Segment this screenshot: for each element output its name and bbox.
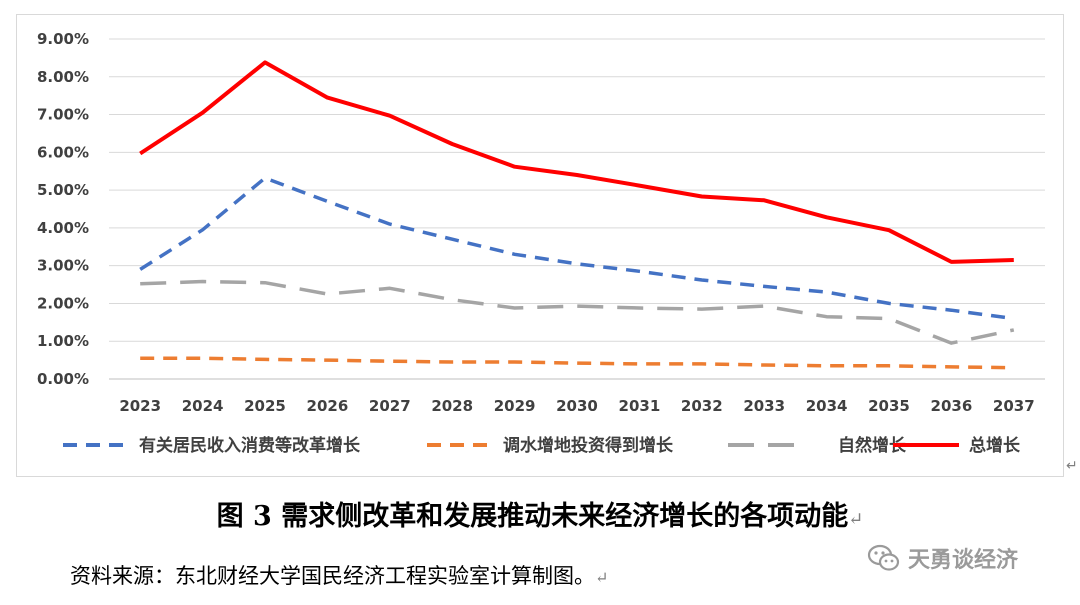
source-return-mark: ↵: [595, 568, 609, 587]
y-tick-label: 5.00%: [37, 181, 89, 199]
legend-label: 自然增长: [838, 435, 907, 456]
x-tick-label: 2027: [369, 397, 411, 415]
legend-label: 有关居民收入消费等改革增长: [139, 435, 361, 456]
y-tick-label: 9.00%: [37, 30, 89, 48]
x-tick-label: 2033: [743, 397, 785, 415]
x-tick-label: 2024: [182, 397, 224, 415]
legend-label: 总增长: [969, 435, 1021, 456]
watermark-text: 天勇谈经济: [908, 548, 1019, 573]
chart-frame: 0.00% 1.00% 2.00% 3.00% 4.00% 5.00% 6.00% 7.00%…: [16, 14, 1064, 477]
source-note-text: 资料来源：东北财经大学国民经济工程实验室计算制图。: [70, 564, 595, 588]
x-tick-label: 2026: [307, 397, 349, 415]
wechat-icon: [867, 544, 900, 571]
x-tick-label: 2029: [494, 397, 536, 415]
y-tick-label: 8.00%: [37, 68, 89, 86]
y-tick-label: 6.00%: [37, 143, 89, 161]
x-tick-label: 2031: [619, 397, 661, 415]
series-line: [139, 176, 1015, 321]
x-tick-label: 2036: [931, 397, 973, 415]
x-tick-label: 2023: [119, 397, 161, 415]
figure-caption: 图 3 需求侧改革和发展推动未来经济增长的各项动能↵: [0, 494, 1080, 533]
y-tick-label: 3.00%: [37, 257, 89, 275]
y-tick-label: 7.00%: [37, 106, 89, 124]
legend-label: 调水增地投资得到增长: [503, 435, 674, 456]
series-line: [140, 356, 1014, 370]
chart-return-mark: ↵: [1066, 458, 1078, 474]
y-tick-label: 0.00%: [37, 370, 89, 388]
series-line: [139, 60, 1014, 264]
x-tick-label: 2032: [681, 397, 723, 415]
caption-return-mark: ↵: [848, 509, 864, 530]
x-tick-label: 2025: [244, 397, 286, 415]
source-note: 资料来源：东北财经大学国民经济工程实验室计算制图。↵: [70, 560, 608, 590]
y-tick-label: 4.00%: [37, 219, 89, 237]
series-line: [140, 279, 1015, 345]
y-tick-label: 2.00%: [37, 294, 89, 312]
x-tick-label: 2030: [556, 397, 598, 415]
x-tick-label: 2037: [993, 397, 1035, 415]
figure-caption-text: 图 3 需求侧改革和发展推动未来经济增长的各项动能: [216, 501, 849, 532]
watermark: 天勇谈经济: [866, 540, 1018, 576]
y-tick-label: 1.00%: [37, 332, 89, 350]
x-tick-label: 2028: [431, 397, 473, 415]
x-tick-label: 2035: [868, 397, 910, 415]
x-tick-label: 2034: [806, 397, 848, 415]
line-chart: 0.00% 1.00% 2.00% 3.00% 4.00% 5.00% 6.00% 7.00%…: [37, 30, 1045, 456]
